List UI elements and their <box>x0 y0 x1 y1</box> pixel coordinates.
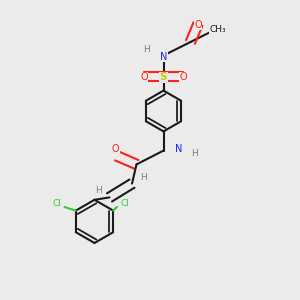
Text: H: H <box>96 186 102 195</box>
Text: S: S <box>160 73 167 82</box>
Text: O: O <box>140 73 148 82</box>
Text: O: O <box>194 20 202 30</box>
Text: N: N <box>160 52 167 61</box>
Text: O: O <box>179 73 187 82</box>
Text: CH₃: CH₃ <box>209 25 226 34</box>
Text: H: H <box>144 44 150 53</box>
Text: Cl: Cl <box>52 199 62 208</box>
Text: O: O <box>112 145 119 154</box>
Text: N: N <box>175 144 182 154</box>
Text: Cl: Cl <box>120 199 129 208</box>
Text: H: H <box>192 148 198 158</box>
Text: H: H <box>140 172 147 182</box>
